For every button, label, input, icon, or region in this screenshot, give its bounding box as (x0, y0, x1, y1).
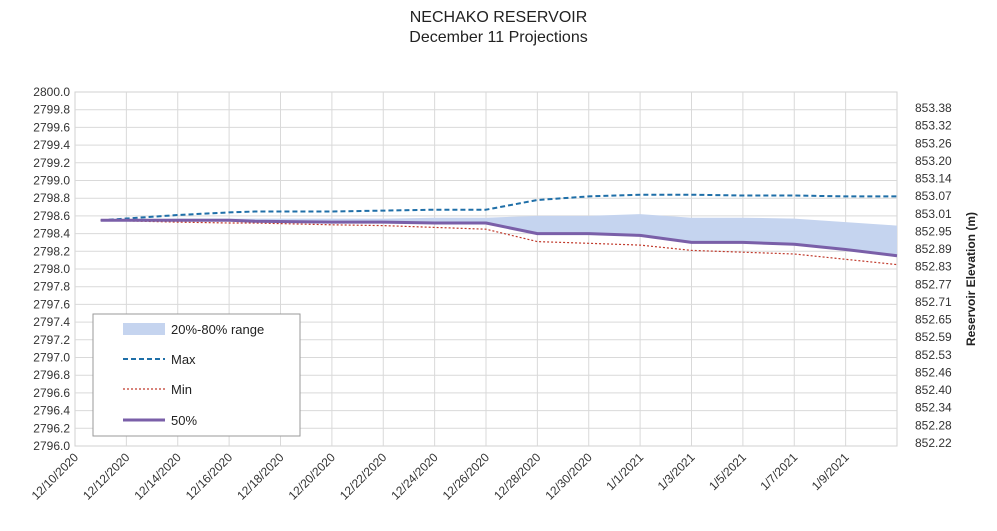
y-tick-label: 2796.8 (33, 368, 70, 382)
y-tick-label: 2797.6 (33, 297, 70, 311)
series-line-max (100, 193, 897, 222)
y2-tick-label: 853.32 (915, 119, 952, 133)
y2-tick-label: 852.71 (915, 295, 952, 309)
series-line-min (100, 219, 898, 266)
y2-tick-label: 852.46 (915, 365, 952, 379)
y2-tick-label: 852.28 (915, 418, 952, 432)
x-tick-label: 12/28/2020 (491, 450, 544, 503)
y-tick-label: 2796.4 (33, 404, 70, 418)
y-tick-label: 2797.4 (33, 315, 70, 329)
legend-label: 50% (171, 413, 197, 428)
y-tick-label: 2799.6 (33, 120, 70, 134)
chart-subtitle: December 11 Projections (409, 29, 588, 46)
legend-label: Min (171, 382, 192, 397)
chart-title: NECHAKO RESERVOIR (409, 9, 588, 26)
x-tick-label: 12/16/2020 (183, 450, 236, 503)
x-tick-label: 12/18/2020 (234, 450, 287, 503)
y2-tick-label: 852.34 (915, 401, 952, 415)
y-tick-label: 2798.6 (33, 209, 70, 223)
y2-tick-label: 852.95 (915, 224, 952, 238)
y2-tick-label: 852.89 (915, 242, 952, 256)
y-tick-label: 2798.8 (33, 191, 70, 205)
y-tick-label: 2798.0 (33, 262, 70, 276)
y-tick-label: 2797.0 (33, 351, 70, 365)
y2-tick-label: 853.07 (915, 189, 952, 203)
y-tick-label: 2796.6 (33, 386, 70, 400)
y-tick-label: 2799.2 (33, 156, 70, 170)
x-tick-label: 12/30/2020 (543, 450, 596, 503)
y2-axis-title: Reservoir Elevation (m) (964, 212, 978, 346)
y2-tick-label: 852.40 (915, 383, 952, 397)
y-tick-label: 2799.0 (33, 174, 70, 188)
x-tick-label: 12/22/2020 (337, 450, 390, 503)
y-tick-label: 2797.2 (33, 333, 70, 347)
x-tick-label: 12/10/2020 (29, 450, 82, 503)
y2-tick-label: 852.59 (915, 330, 952, 344)
y-tick-label: 2797.8 (33, 280, 70, 294)
y2-tick-label: 853.14 (915, 172, 952, 186)
chart-title-block: NECHAKO RESERVOIR December 11 Projection… (0, 8, 997, 48)
legend-label: Max (171, 352, 196, 367)
x-tick-label: 12/24/2020 (388, 450, 441, 503)
y-tick-label: 2798.2 (33, 244, 70, 258)
y2-tick-label: 852.77 (915, 277, 952, 291)
x-tick-label: 1/1/2021 (603, 450, 646, 493)
y-tick-label: 2796.0 (33, 439, 70, 453)
y-tick-label: 2798.4 (33, 227, 70, 241)
y-tick-label: 2799.4 (33, 138, 70, 152)
series-band-20-80 (100, 214, 897, 256)
x-tick-label: 12/12/2020 (80, 450, 133, 503)
y-tick-label: 2799.8 (33, 103, 70, 117)
x-tick-label: 1/5/2021 (706, 450, 749, 493)
series-line-50- (100, 218, 898, 258)
x-tick-label: 1/3/2021 (655, 450, 698, 493)
y-tick-label: 2796.2 (33, 421, 70, 435)
y2-tick-label: 853.26 (915, 136, 952, 150)
y2-tick-label: 852.83 (915, 260, 952, 274)
y2-tick-label: 852.53 (915, 348, 952, 362)
y2-tick-label: 853.38 (915, 101, 952, 115)
legend-swatch-band (123, 323, 165, 335)
x-tick-label: 12/26/2020 (440, 450, 493, 503)
x-tick-label: 12/14/2020 (132, 450, 185, 503)
x-tick-label: 12/20/2020 (286, 450, 339, 503)
x-tick-label: 1/9/2021 (809, 450, 852, 493)
y2-tick-label: 852.22 (915, 436, 952, 450)
y-tick-label: 2800.0 (33, 85, 70, 99)
x-tick-label: 1/7/2021 (757, 450, 800, 493)
y2-tick-label: 853.20 (915, 154, 952, 168)
legend-label: 20%-80% range (171, 322, 264, 337)
y2-tick-label: 853.01 (915, 207, 952, 221)
y2-tick-label: 852.65 (915, 313, 952, 327)
